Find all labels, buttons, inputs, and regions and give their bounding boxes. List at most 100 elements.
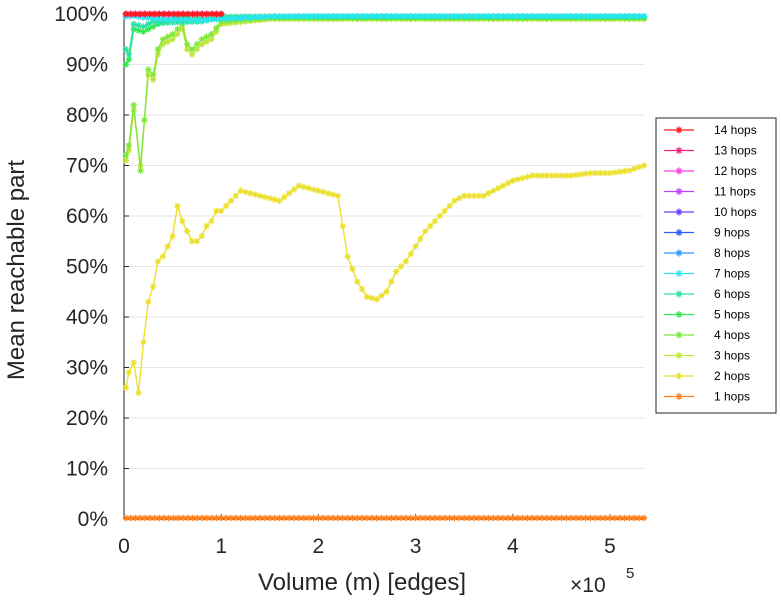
data-point: [470, 12, 478, 20]
data-point: [179, 514, 187, 522]
data-point: [426, 12, 434, 20]
data-point: [460, 192, 468, 199]
data-point: [164, 33, 171, 40]
data-point: [189, 514, 196, 522]
data-point: [456, 12, 463, 20]
data-point: [183, 227, 191, 235]
data-point: [305, 185, 312, 192]
data-point: [169, 15, 176, 23]
data-point: [232, 15, 239, 22]
legend-label: 11 hops: [714, 185, 756, 199]
data-point: [407, 250, 414, 258]
data-point: [587, 12, 594, 20]
series-7-hops: [122, 12, 648, 24]
data-point: [675, 393, 683, 400]
data-point: [456, 195, 463, 202]
data-point: [368, 294, 376, 302]
data-point: [519, 174, 526, 182]
data-point: [256, 192, 264, 199]
legend-item: 5 hops: [664, 308, 750, 322]
data-point: [412, 12, 419, 20]
data-point: [538, 12, 546, 20]
data-point: [538, 514, 546, 522]
data-point: [485, 12, 492, 20]
data-point: [592, 514, 599, 522]
data-point: [305, 12, 312, 20]
data-point: [480, 514, 487, 522]
data-point: [159, 15, 167, 23]
data-point: [266, 514, 273, 522]
data-point: [242, 514, 249, 522]
data-point: [122, 10, 130, 18]
data-point: [208, 31, 215, 38]
data-point: [465, 12, 473, 20]
data-point: [320, 12, 327, 20]
data-point: [601, 169, 609, 177]
data-point: [329, 191, 337, 198]
data-point: [431, 12, 439, 20]
data-point: [563, 514, 570, 522]
data-point: [675, 372, 683, 380]
data-point: [154, 19, 162, 26]
legend-label: 10 hops: [714, 205, 757, 219]
data-point: [203, 222, 210, 230]
data-point: [495, 185, 502, 192]
data-point: [217, 15, 225, 23]
data-point: [159, 41, 167, 48]
data-point: [631, 12, 638, 20]
data-point: [363, 293, 371, 300]
data-point: [252, 514, 259, 522]
data-point: [490, 514, 497, 522]
data-point: [324, 190, 332, 197]
data-point: [616, 12, 623, 20]
data-point: [553, 172, 560, 179]
x-tick-label: 0: [118, 535, 130, 558]
data-point: [252, 14, 259, 21]
data-point: [193, 16, 201, 24]
data-point: [567, 172, 575, 179]
data-point: [179, 25, 186, 33]
data-point: [194, 514, 201, 522]
data-point: [358, 12, 366, 20]
data-point: [675, 229, 683, 236]
data-point: [402, 514, 410, 522]
data-point: [130, 359, 137, 366]
data-point: [256, 13, 264, 21]
data-point: [194, 10, 201, 18]
data-point: [354, 12, 361, 20]
data-point: [232, 514, 239, 522]
legend-label: 13 hops: [714, 144, 757, 158]
data-point: [553, 514, 560, 522]
data-point: [183, 16, 191, 23]
legend-item: 10 hops: [664, 205, 757, 219]
data-point: [145, 25, 152, 33]
data-point: [485, 190, 492, 197]
data-point: [349, 514, 356, 522]
data-point: [397, 12, 405, 20]
y-axis-title: Mean reachable part: [3, 160, 30, 380]
data-point: [344, 514, 351, 522]
data-point: [213, 28, 220, 35]
data-point: [558, 12, 565, 20]
legend-label: 4 hops: [714, 328, 750, 342]
data-point: [305, 514, 312, 522]
data-point: [217, 207, 225, 215]
data-point: [261, 13, 269, 20]
data-point: [417, 235, 424, 242]
data-point: [247, 514, 254, 522]
data-point: [179, 10, 187, 18]
data-point: [509, 177, 516, 184]
data-point: [154, 15, 162, 22]
data-point: [675, 352, 683, 359]
data-point: [524, 12, 531, 20]
data-point: [271, 196, 278, 203]
data-point: [184, 10, 192, 18]
data-point: [320, 188, 327, 196]
data-point: [349, 12, 356, 20]
data-point: [130, 101, 137, 109]
data-point: [183, 46, 191, 53]
data-point: [441, 12, 448, 20]
data-point: [266, 13, 273, 20]
data-point: [127, 514, 134, 522]
y-tick-label: 70%: [66, 155, 108, 178]
